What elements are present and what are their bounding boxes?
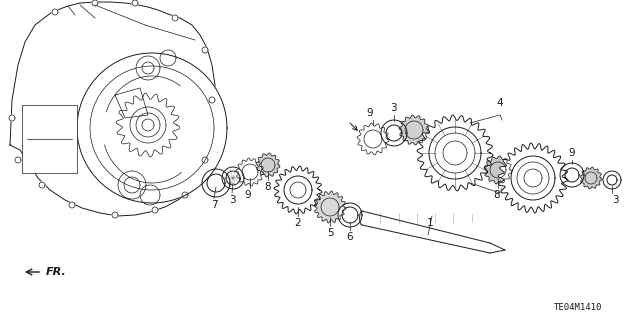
Polygon shape bbox=[202, 157, 208, 163]
Polygon shape bbox=[222, 167, 244, 189]
Polygon shape bbox=[274, 166, 322, 214]
Polygon shape bbox=[399, 115, 429, 145]
Text: 3: 3 bbox=[612, 195, 618, 205]
Polygon shape bbox=[314, 191, 346, 223]
Polygon shape bbox=[498, 143, 568, 213]
Polygon shape bbox=[160, 50, 176, 66]
Text: 2: 2 bbox=[294, 218, 301, 228]
Text: 3: 3 bbox=[228, 195, 236, 205]
Polygon shape bbox=[77, 53, 227, 203]
Polygon shape bbox=[136, 56, 160, 80]
Text: 6: 6 bbox=[347, 232, 353, 242]
Polygon shape bbox=[560, 163, 584, 187]
Polygon shape bbox=[112, 212, 118, 218]
Polygon shape bbox=[9, 115, 15, 121]
Polygon shape bbox=[182, 192, 188, 198]
Text: 1: 1 bbox=[427, 218, 433, 228]
Text: 9: 9 bbox=[367, 108, 373, 118]
Polygon shape bbox=[92, 0, 98, 6]
Polygon shape bbox=[357, 123, 389, 155]
Text: 9: 9 bbox=[569, 148, 575, 158]
Polygon shape bbox=[202, 169, 230, 197]
Polygon shape bbox=[15, 157, 21, 163]
Polygon shape bbox=[116, 93, 180, 157]
Text: 7: 7 bbox=[211, 200, 218, 210]
Polygon shape bbox=[10, 2, 215, 216]
Polygon shape bbox=[417, 115, 493, 191]
Polygon shape bbox=[152, 207, 158, 213]
Polygon shape bbox=[603, 171, 621, 189]
Polygon shape bbox=[256, 153, 280, 177]
Polygon shape bbox=[484, 156, 512, 184]
Polygon shape bbox=[580, 167, 602, 189]
Text: 8: 8 bbox=[493, 190, 500, 200]
Polygon shape bbox=[236, 158, 264, 186]
Polygon shape bbox=[202, 47, 208, 53]
Polygon shape bbox=[52, 9, 58, 15]
Polygon shape bbox=[118, 171, 146, 199]
Text: 8: 8 bbox=[265, 182, 271, 192]
Text: TE04M1410: TE04M1410 bbox=[554, 303, 602, 313]
Polygon shape bbox=[140, 185, 160, 205]
Polygon shape bbox=[381, 120, 407, 146]
Text: 5: 5 bbox=[326, 228, 333, 238]
Text: 9: 9 bbox=[244, 190, 252, 200]
Bar bbox=[22, 105, 77, 173]
Text: 3: 3 bbox=[390, 103, 396, 113]
Polygon shape bbox=[39, 182, 45, 188]
Polygon shape bbox=[69, 202, 75, 208]
Polygon shape bbox=[132, 0, 138, 6]
Text: FR.: FR. bbox=[46, 267, 67, 277]
Polygon shape bbox=[338, 203, 362, 227]
Text: 4: 4 bbox=[497, 98, 503, 108]
Polygon shape bbox=[172, 15, 178, 21]
Polygon shape bbox=[209, 97, 215, 103]
